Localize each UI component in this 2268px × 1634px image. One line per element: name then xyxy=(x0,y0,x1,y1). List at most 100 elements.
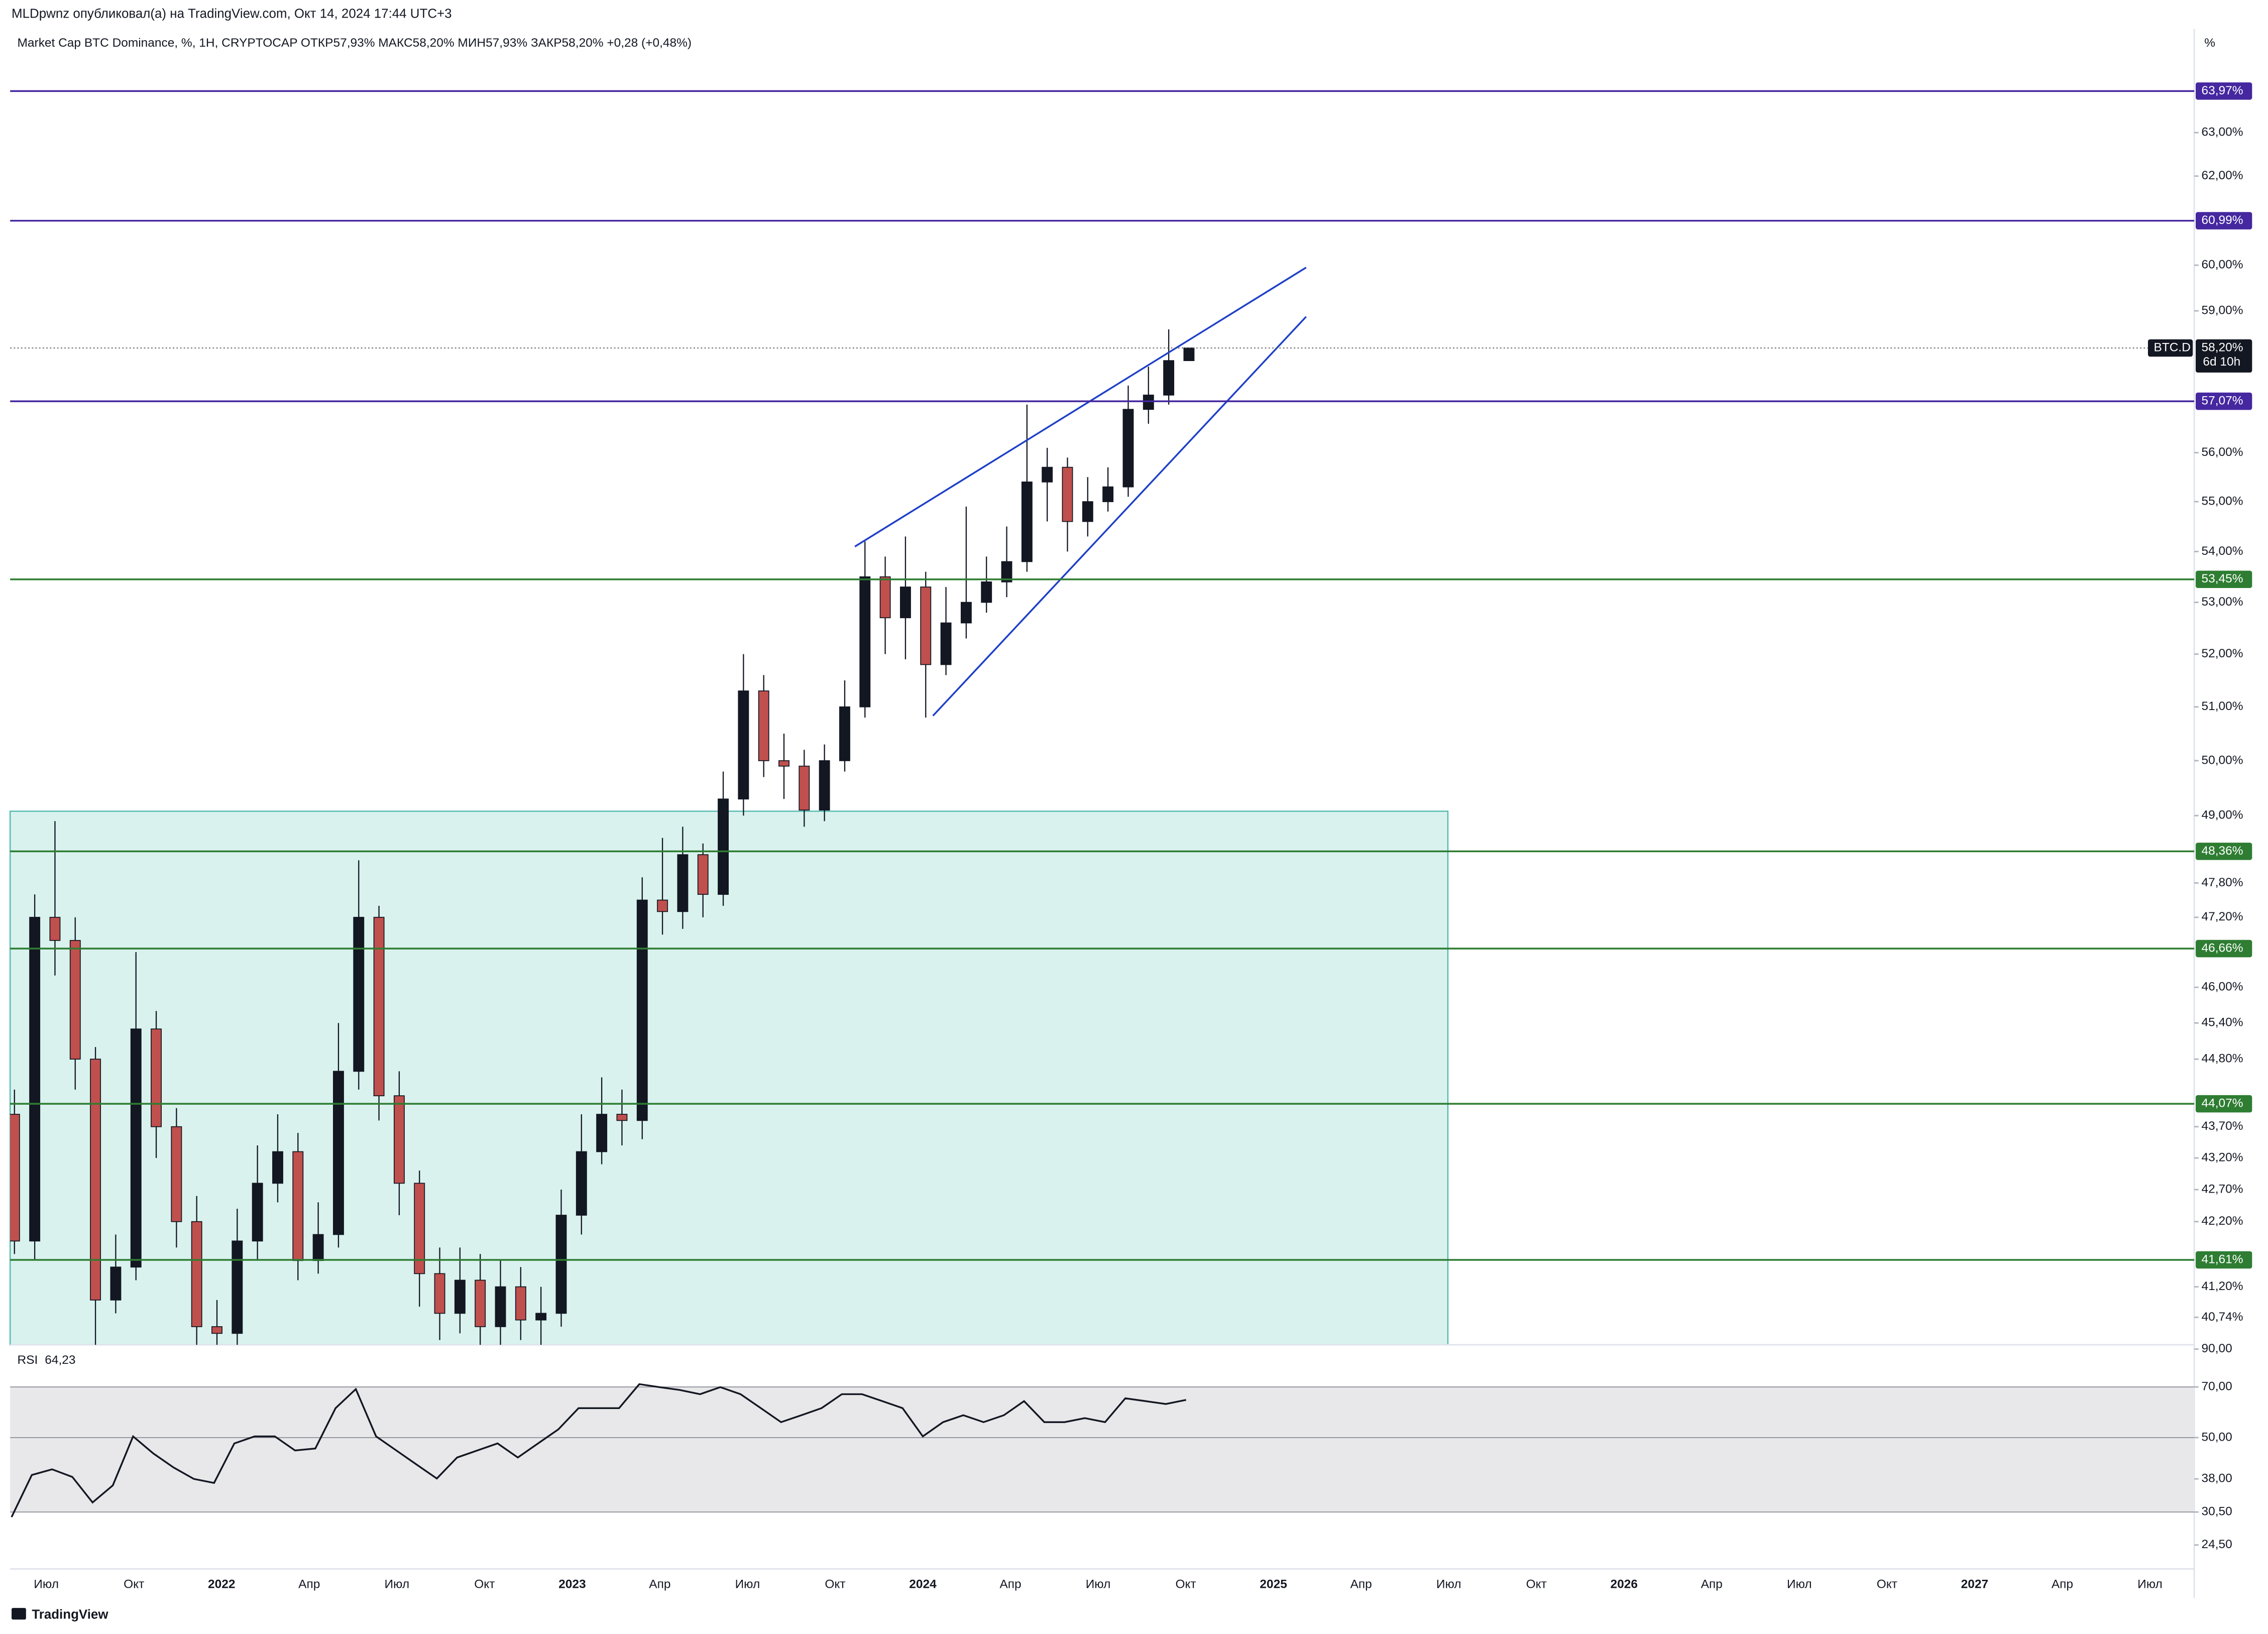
y-tick-label: 49,00% xyxy=(2202,808,2243,822)
candle-body xyxy=(1102,486,1114,502)
y-tick-label: 38,00 xyxy=(2202,1472,2232,1485)
candle-body xyxy=(859,576,871,708)
rsi-value: 64,23 xyxy=(45,1353,75,1367)
level-tag xyxy=(2195,1095,2252,1113)
candle-body xyxy=(10,1114,20,1242)
level-tag xyxy=(2195,843,2252,860)
symbol-label: BTC.D xyxy=(2153,340,2190,354)
candle-body xyxy=(332,1071,344,1235)
x-tick-label: Апр xyxy=(2052,1578,2073,1591)
candle-body xyxy=(819,760,830,811)
level-tag xyxy=(2195,212,2252,229)
candle-body xyxy=(312,1234,324,1261)
x-tick-label: Окт xyxy=(825,1578,845,1591)
x-tick-label: Апр xyxy=(999,1578,1021,1591)
rsi-title: RSI xyxy=(18,1353,38,1367)
x-tick-label: Июл xyxy=(1787,1578,1812,1591)
y-tick-label: 44,80% xyxy=(2202,1052,2243,1066)
price-pane xyxy=(10,329,1195,1345)
x-tick-label: Окт xyxy=(474,1578,495,1591)
x-tick-label: Окт xyxy=(1877,1578,1897,1591)
y-tick-label: 62,00% xyxy=(2202,169,2243,182)
zone xyxy=(10,810,1449,1346)
candle-body xyxy=(1183,347,1195,362)
y-tick-label: 90,00 xyxy=(2202,1342,2232,1355)
x-tick-label: Июл xyxy=(1086,1578,1111,1591)
candle-body xyxy=(799,765,810,811)
candle-body xyxy=(29,916,41,1242)
candle-body xyxy=(636,899,648,1121)
candle-body xyxy=(616,1114,628,1121)
candle-body xyxy=(434,1273,445,1314)
level-label: 53,45% xyxy=(2202,572,2243,586)
candle-body xyxy=(940,622,952,665)
y-tick-label: 60,00% xyxy=(2202,258,2243,272)
x-tick-label: Июл xyxy=(2137,1578,2163,1591)
price-tag xyxy=(2195,339,2252,373)
candle-body xyxy=(90,1059,101,1301)
y-tick-label: 70,00 xyxy=(2202,1379,2232,1393)
candle-body xyxy=(1082,501,1093,522)
author-line: MLDpwnz опубликовал(а) на TradingView.co… xyxy=(12,7,452,21)
candle-body xyxy=(171,1126,182,1222)
level-label: 60,99% xyxy=(2202,213,2243,227)
candle-body xyxy=(191,1221,202,1327)
price-label: 58,20% xyxy=(2202,340,2243,354)
candle-body xyxy=(495,1286,506,1327)
y-tick-label: 43,20% xyxy=(2202,1150,2243,1164)
level-tag xyxy=(2195,82,2252,100)
candle-body xyxy=(535,1313,547,1321)
y-tick-label: 53,00% xyxy=(2202,595,2243,609)
level-label: 41,61% xyxy=(2202,1252,2243,1266)
x-tick-label: Июл xyxy=(735,1578,760,1591)
candle-body xyxy=(232,1240,243,1334)
candle-body xyxy=(414,1183,425,1274)
y-tick-label: 56,00% xyxy=(2202,445,2243,459)
x-tick-label: Июл xyxy=(384,1578,409,1591)
y-tick-label: 24,50 xyxy=(2202,1538,2232,1551)
level-label: 63,97% xyxy=(2202,84,2243,97)
candle-body xyxy=(960,602,972,624)
candle-body xyxy=(515,1286,526,1321)
x-tick-label: 2027 xyxy=(1961,1578,1988,1591)
x-tick-label: Июл xyxy=(1436,1578,1461,1591)
candle-body xyxy=(778,760,789,767)
candle-body xyxy=(393,1095,405,1184)
x-tick-label: 2025 xyxy=(1260,1578,1287,1591)
candle-body xyxy=(130,1028,142,1268)
candle-body xyxy=(272,1151,283,1184)
x-tick-label: 2023 xyxy=(558,1578,586,1591)
level-label: 44,07% xyxy=(2202,1097,2243,1110)
level-label: 46,66% xyxy=(2202,942,2243,955)
candle-body xyxy=(373,916,385,1097)
candle-body xyxy=(1042,466,1053,483)
y-tick-label: 51,00% xyxy=(2202,699,2243,713)
y-tick-label: 30,50 xyxy=(2202,1505,2232,1519)
y-tick-label: 41,20% xyxy=(2202,1279,2243,1293)
candle-body xyxy=(69,940,81,1060)
candle-body xyxy=(879,576,891,619)
x-tick-label: Апр xyxy=(649,1578,670,1591)
candle-body xyxy=(1001,561,1012,582)
candle-body xyxy=(718,798,729,895)
candle-body xyxy=(899,587,911,619)
candle-body xyxy=(555,1215,567,1314)
wedge-upper xyxy=(854,267,1307,547)
candle-body xyxy=(697,854,709,895)
x-tick-label: Окт xyxy=(124,1578,144,1591)
level-tag xyxy=(2195,940,2252,958)
x-tick-label: Июл xyxy=(34,1578,59,1591)
candle-body xyxy=(1163,360,1175,396)
candle-body xyxy=(292,1151,304,1261)
rsi-line xyxy=(11,1383,1187,1518)
y-tick-label: 54,00% xyxy=(2202,544,2243,558)
y-tick-label: 55,00% xyxy=(2202,495,2243,508)
x-tick-label: 2024 xyxy=(909,1578,937,1591)
y-tick-label: 52,00% xyxy=(2202,647,2243,660)
y-tick-label: 45,40% xyxy=(2202,1016,2243,1029)
logo xyxy=(12,1608,26,1620)
candle-body xyxy=(758,690,769,761)
candle-body xyxy=(677,854,689,912)
